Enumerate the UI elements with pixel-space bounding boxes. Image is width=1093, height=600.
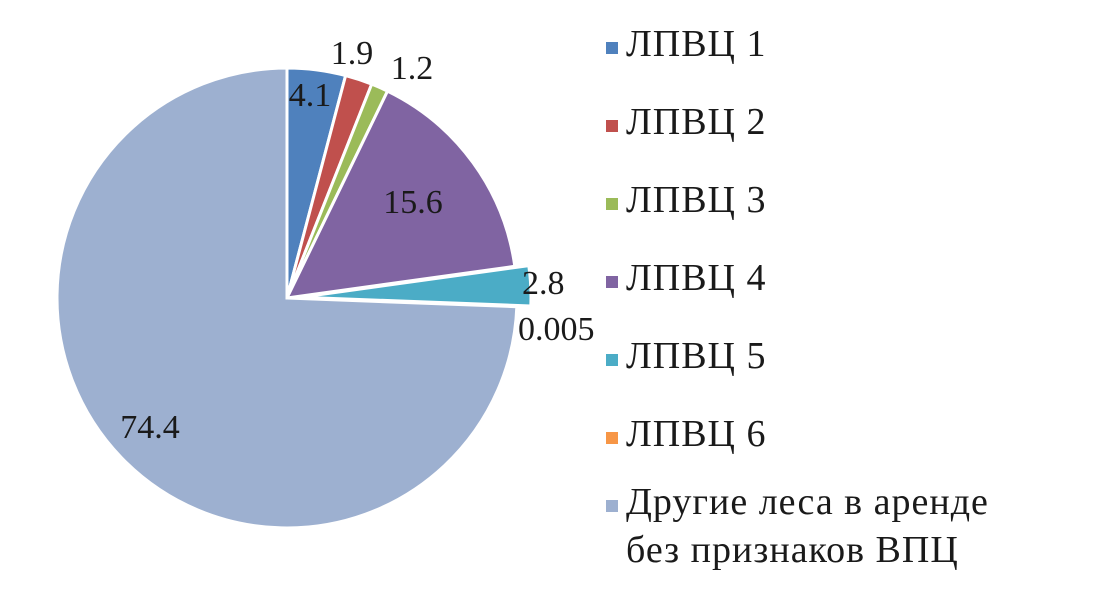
- legend-label-7: Другие леса в аренде без признаков ВПЦ: [626, 481, 989, 571]
- legend-swatch-5: [606, 354, 618, 366]
- pie-data-labels: 4.1 1.9 1.2 15.6 2.8 0.005 74.4: [120, 35, 594, 446]
- data-label-1: 4.1: [289, 77, 332, 114]
- data-label-6: 0.005: [518, 311, 595, 348]
- data-label-7: 74.4: [120, 409, 180, 446]
- legend-item-2: ЛПВЦ 2: [606, 98, 767, 146]
- legend-swatch-3: [606, 198, 618, 210]
- data-label-2: 1.9: [331, 35, 374, 72]
- legend-label-5: ЛПВЦ 5: [626, 335, 767, 377]
- legend-label-2: ЛПВЦ 2: [626, 101, 767, 143]
- legend-swatch-1: [606, 42, 618, 54]
- legend-label-3: ЛПВЦ 3: [626, 179, 767, 221]
- legend-label-6: ЛПВЦ 6: [626, 413, 767, 455]
- legend-label-4: ЛПВЦ 4: [626, 257, 767, 299]
- data-label-5: 2.8: [522, 265, 565, 302]
- legend-item-5: ЛПВЦ 5: [606, 332, 767, 380]
- data-label-3: 1.2: [391, 50, 434, 87]
- legend-item-6: ЛПВЦ 6: [606, 410, 767, 458]
- data-label-4: 15.6: [383, 184, 443, 221]
- pie-slice-7: [55, 66, 519, 530]
- legend-swatch-4: [606, 276, 618, 288]
- legend-swatch-2: [606, 120, 618, 132]
- legend-item-4: ЛПВЦ 4: [606, 254, 767, 302]
- legend-item-7: Другие леса в аренде без признаков ВПЦ: [606, 478, 989, 574]
- pie-slices: [55, 66, 533, 530]
- pie-slice-5: [300, 263, 533, 308]
- legend-label-1: ЛПВЦ 1: [626, 23, 767, 65]
- legend-swatch-7: [606, 500, 618, 512]
- legend-item-1: ЛПВЦ 1: [606, 20, 767, 68]
- legend-item-3: ЛПВЦ 3: [606, 176, 767, 224]
- pie-slice-4: [284, 89, 517, 300]
- legend-swatch-6: [606, 432, 618, 444]
